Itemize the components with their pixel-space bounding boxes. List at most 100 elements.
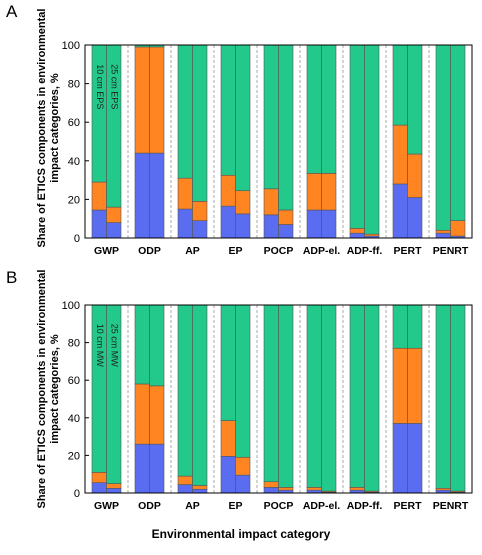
- y-tick-label: 60: [68, 375, 80, 387]
- bar-segment-middle: [349, 487, 365, 491]
- bar-segment-bottom: [177, 484, 193, 494]
- bar-segment-top: [235, 44, 251, 192]
- bar-segment-bottom: [349, 232, 365, 239]
- bar-segment-bottom: [392, 183, 408, 239]
- bar-segment-top: [435, 304, 451, 489]
- y-tick-label: 0: [74, 488, 80, 500]
- bar-segment-top: [235, 304, 251, 458]
- bar-segment-bottom: [220, 205, 236, 239]
- bar-segment-bottom: [91, 482, 107, 494]
- bar-segment-middle: [220, 174, 236, 207]
- bar-segment-top: [364, 304, 380, 492]
- bar-segment-top: [263, 44, 279, 190]
- bar-segment-top: [134, 304, 150, 385]
- bar-segment-top: [149, 304, 165, 387]
- x-tick-label: PENRT: [433, 500, 469, 512]
- bar-segment-top: [450, 304, 466, 492]
- y-tick-label: 40: [68, 413, 80, 425]
- bar-segment-bottom: [177, 208, 193, 239]
- bar-segment-top: [278, 304, 294, 488]
- bar-segment-middle: [278, 209, 294, 225]
- bar-segment-bottom: [306, 209, 322, 239]
- bar-segment-top: [192, 44, 208, 202]
- bar-segment-middle: [106, 206, 122, 223]
- bar-segment-middle: [407, 347, 423, 424]
- bar-segment-bottom: [278, 224, 294, 239]
- bar-segment-middle: [149, 385, 165, 445]
- bar-segment-top: [321, 44, 337, 174]
- bar-segment-middle: [321, 173, 337, 211]
- bar-segment-bottom: [192, 488, 208, 494]
- bar-segment-top: [263, 304, 279, 483]
- bar-segment-top: [220, 44, 236, 176]
- bar-segment-top: [192, 304, 208, 486]
- bar-segment-middle: [192, 485, 208, 490]
- bar-variant-label: 10 cm MW: [95, 324, 105, 368]
- y-tick-label: 40: [68, 156, 80, 168]
- bar-segment-bottom: [134, 152, 150, 239]
- bar-segment-middle: [392, 347, 408, 424]
- bar-segment-middle: [450, 220, 466, 237]
- bar-variant-label: 25 cm EPS: [109, 64, 119, 109]
- y-axis-label-b: Share of ETICS components in environment…: [36, 269, 61, 509]
- x-tick-label: EP: [228, 500, 242, 512]
- bar-segment-bottom: [321, 209, 337, 239]
- y-tick-label: 100: [62, 40, 80, 52]
- y-tick-label: 60: [68, 117, 80, 129]
- bar-segment-middle: [177, 177, 193, 210]
- bar-segment-middle: [134, 46, 150, 154]
- bar-segment-bottom: [407, 423, 423, 494]
- bar-segment-bottom: [263, 487, 279, 494]
- bar-segment-top: [349, 304, 365, 488]
- bar-segment-middle: [263, 188, 279, 216]
- y-tick-label: 80: [68, 79, 80, 91]
- x-tick-label: POCP: [264, 500, 294, 512]
- bar-segment-top: [177, 44, 193, 179]
- bar-segment-bottom: [134, 443, 150, 494]
- bar-segment-bottom: [91, 209, 107, 239]
- bar-segment-bottom: [106, 487, 122, 494]
- x-tick-label: PERT: [393, 245, 422, 257]
- bar-segment-bottom: [235, 213, 251, 239]
- x-tick-label: AP: [185, 245, 200, 257]
- bar-segment-top: [177, 304, 193, 477]
- bar-segment-bottom: [149, 152, 165, 239]
- x-tick-label: ADP-ff.: [347, 245, 383, 257]
- bar-segment-bottom: [392, 423, 408, 494]
- x-tick-label: POCP: [264, 245, 294, 257]
- bar-segment-bottom: [407, 197, 423, 239]
- plot-frame-b: [84, 304, 473, 494]
- bar-segment-middle: [392, 124, 408, 185]
- x-axis-label: Environmental impact category: [151, 527, 331, 541]
- bar-segment-top: [306, 44, 322, 174]
- x-tick-label: ADP-el.: [303, 500, 340, 512]
- bar-segment-middle: [435, 229, 451, 234]
- bar-segment-top: [349, 44, 365, 229]
- x-tick-label: GWP: [94, 245, 119, 257]
- bar-segment-top: [278, 44, 294, 211]
- bar-segment-middle: [192, 201, 208, 221]
- bar-segment-top: [306, 304, 322, 488]
- bar-segment-bottom: [263, 214, 279, 239]
- y-tick-label: 80: [68, 338, 80, 350]
- x-tick-label: PERT: [393, 500, 422, 512]
- bar-segment-top: [364, 44, 380, 235]
- bar-segment-top: [392, 304, 408, 349]
- bar-segment-bottom: [192, 220, 208, 239]
- bar-segment-middle: [91, 472, 107, 483]
- x-tick-label: ADP-el.: [303, 245, 340, 257]
- y-tick-label: 20: [68, 194, 80, 206]
- x-tick-label: ODP: [138, 500, 161, 512]
- bar-segment-bottom: [235, 474, 251, 494]
- bar-segment-bottom: [220, 456, 236, 494]
- y-axis-label-a: Share of ETICS components in environment…: [36, 8, 61, 248]
- bar-segment-middle: [134, 383, 150, 445]
- x-tick-label: GWP: [94, 500, 119, 512]
- bar-segment-middle: [306, 487, 322, 491]
- bar-segment-middle: [263, 481, 279, 488]
- bar-segment-top: [407, 44, 423, 155]
- y-tick-label: 20: [68, 450, 80, 462]
- bar-segment-bottom: [435, 232, 451, 239]
